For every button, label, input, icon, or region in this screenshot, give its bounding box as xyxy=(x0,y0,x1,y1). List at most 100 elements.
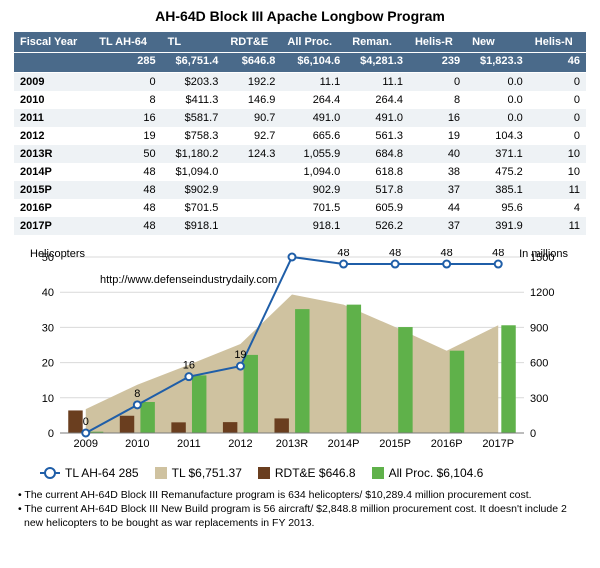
table-cell: 2016P xyxy=(14,199,93,217)
svg-text:900: 900 xyxy=(530,322,548,334)
table-cell: 40 xyxy=(409,145,466,163)
table-cell: 90.7 xyxy=(224,109,281,127)
col-header: New xyxy=(466,32,529,53)
table-cell: 2017P xyxy=(14,217,93,235)
table-cell: 0 xyxy=(93,73,161,92)
svg-text:8: 8 xyxy=(134,388,140,400)
svg-text:300: 300 xyxy=(530,393,548,405)
legend-item: TL AH-64 285 xyxy=(40,466,139,480)
table-cell: 0.0 xyxy=(466,73,529,92)
table-cell: 491.0 xyxy=(346,109,409,127)
table-cell: 8 xyxy=(93,91,161,109)
table-cell xyxy=(224,199,281,217)
footnote: • The current AH-64D Block III New Build… xyxy=(14,502,586,530)
col-header: RDT&E xyxy=(224,32,281,53)
table-cell xyxy=(224,181,281,199)
table-cell: 918.1 xyxy=(281,217,346,235)
table-cell: 8 xyxy=(409,91,466,109)
col-total xyxy=(14,53,93,73)
table-cell: 561.3 xyxy=(346,127,409,145)
table-row: 201219$758.392.7665.6561.319104.30 xyxy=(14,127,586,145)
table-cell: 0 xyxy=(529,127,586,145)
table-cell: 19 xyxy=(409,127,466,145)
table-cell: 44 xyxy=(409,199,466,217)
table-cell: 38 xyxy=(409,163,466,181)
svg-text:2015P: 2015P xyxy=(379,438,411,450)
table-cell: $1,094.0 xyxy=(162,163,225,181)
svg-text:In millions: In millions xyxy=(519,249,568,260)
legend-item: TL $6,751.37 xyxy=(155,466,242,480)
svg-text:2010: 2010 xyxy=(125,438,149,450)
footnotes: • The current AH-64D Block III Remanufac… xyxy=(14,488,586,531)
col-total: $6,751.4 xyxy=(162,53,225,73)
col-header: All Proc. xyxy=(281,32,346,53)
table-cell: 1,094.0 xyxy=(281,163,346,181)
svg-text:1200: 1200 xyxy=(530,287,554,299)
legend-swatch-icon xyxy=(155,467,167,479)
svg-text:48: 48 xyxy=(441,249,453,259)
svg-text:2012: 2012 xyxy=(228,438,252,450)
table-cell: 2010 xyxy=(14,91,93,109)
svg-text:0: 0 xyxy=(48,428,54,440)
legend-swatch-icon xyxy=(258,467,270,479)
table-cell: $581.7 xyxy=(162,109,225,127)
table-row: 201116$581.790.7491.0491.0160.00 xyxy=(14,109,586,127)
col-total: $4,281.3 xyxy=(346,53,409,73)
svg-text:600: 600 xyxy=(530,358,548,370)
col-total: $6,104.6 xyxy=(281,53,346,73)
table-cell: $758.3 xyxy=(162,127,225,145)
footnote: • The current AH-64D Block III Remanufac… xyxy=(14,488,586,502)
table-row: 2016P48$701.5701.5605.94495.64 xyxy=(14,199,586,217)
table-cell: 0 xyxy=(529,91,586,109)
legend-label: All Proc. $6,104.6 xyxy=(389,466,484,480)
table-row: 2015P48$902.9902.9517.837385.111 xyxy=(14,181,586,199)
table-cell: $701.5 xyxy=(162,199,225,217)
page-title: AH-64D Block III Apache Longbow Program xyxy=(14,8,586,24)
table-cell: 10 xyxy=(529,163,586,181)
svg-text:16: 16 xyxy=(183,360,195,372)
svg-text:2014P: 2014P xyxy=(328,438,360,450)
table-cell: 2013R xyxy=(14,145,93,163)
svg-text:48: 48 xyxy=(492,249,504,259)
table-cell: 48 xyxy=(93,217,161,235)
table-cell: 475.2 xyxy=(466,163,529,181)
table-cell: 50 xyxy=(93,145,161,163)
col-total: 285 xyxy=(93,53,161,73)
table-cell: 146.9 xyxy=(224,91,281,109)
table-cell: 0 xyxy=(409,73,466,92)
table-cell: 391.9 xyxy=(466,217,529,235)
table-cell: 618.8 xyxy=(346,163,409,181)
col-total: 46 xyxy=(529,53,586,73)
table-cell: $902.9 xyxy=(162,181,225,199)
legend-label: TL $6,751.37 xyxy=(172,466,242,480)
legend-label: RDT&E $646.8 xyxy=(275,466,356,480)
col-header: Helis-N xyxy=(529,32,586,53)
table-cell: 2014P xyxy=(14,163,93,181)
col-header: Reman. xyxy=(346,32,409,53)
svg-text:40: 40 xyxy=(42,287,54,299)
table-cell: 2012 xyxy=(14,127,93,145)
table-cell: $411.3 xyxy=(162,91,225,109)
svg-text:Helicopters: Helicopters xyxy=(30,249,86,260)
svg-text:48: 48 xyxy=(337,249,349,259)
table-row: 20108$411.3146.9264.4264.480.00 xyxy=(14,91,586,109)
table-cell: 701.5 xyxy=(281,199,346,217)
table-cell: 192.2 xyxy=(224,73,281,92)
svg-text:2011: 2011 xyxy=(177,438,201,450)
table-cell: 1,055.9 xyxy=(281,145,346,163)
data-table: Fiscal YearTL AH-64TLRDT&EAll Proc.Reman… xyxy=(14,32,586,235)
table-cell: 526.2 xyxy=(346,217,409,235)
svg-text:0: 0 xyxy=(530,428,536,440)
table-cell: 10 xyxy=(529,145,586,163)
table-cell: 48 xyxy=(93,163,161,181)
table-cell: 605.9 xyxy=(346,199,409,217)
table-cell: $1,180.2 xyxy=(162,145,225,163)
col-total: $646.8 xyxy=(224,53,281,73)
col-header: Fiscal Year xyxy=(14,32,93,53)
svg-text:0: 0 xyxy=(83,416,89,428)
legend-item: All Proc. $6,104.6 xyxy=(372,466,484,480)
table-cell: 11.1 xyxy=(281,73,346,92)
svg-text:2013R: 2013R xyxy=(276,438,308,450)
table-row: 2017P48$918.1918.1526.237391.911 xyxy=(14,217,586,235)
combo-chart: 01020304050030060090012001500Helicopters… xyxy=(14,249,586,462)
